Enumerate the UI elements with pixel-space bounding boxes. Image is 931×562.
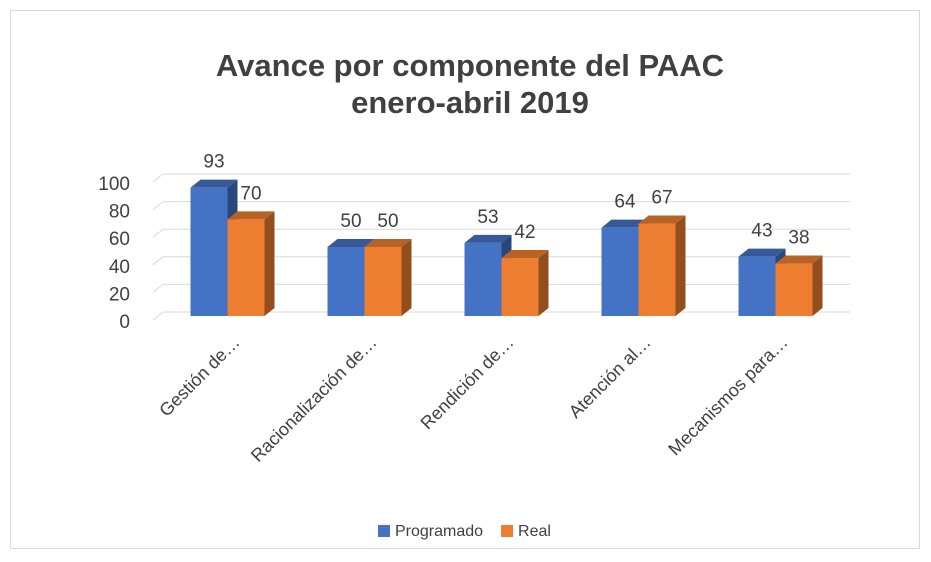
data-label: 50: [340, 211, 361, 232]
bar-front: [738, 256, 776, 316]
bar-top: [501, 250, 549, 259]
data-label: 67: [651, 188, 672, 209]
y-tick-label: 20: [109, 284, 130, 305]
y-tick-label: 80: [109, 202, 130, 223]
data-label: 38: [788, 228, 809, 249]
data-label: 50: [377, 211, 398, 232]
bar-front: [364, 247, 402, 316]
legend-label: Real: [518, 523, 551, 540]
y-tick-label: 100: [98, 174, 130, 195]
bar-side: [538, 250, 549, 316]
bar-front: [501, 258, 539, 316]
y-tick-label: 0: [119, 312, 130, 333]
data-label: 64: [614, 192, 636, 213]
bar: [227, 211, 275, 316]
chart-subtitle: enero-abril 2019: [351, 85, 589, 120]
bar-top: [327, 239, 375, 247]
bar-front: [775, 263, 813, 316]
bar-top: [364, 239, 412, 247]
legend-swatch: [378, 525, 390, 537]
data-label: 93: [203, 152, 224, 173]
data-label: 42: [514, 222, 535, 243]
bar-side: [812, 255, 823, 316]
legend-label: Programado: [395, 523, 483, 540]
y-tick-label: 40: [109, 257, 130, 278]
bar-top: [775, 255, 823, 264]
bar-front: [464, 242, 502, 316]
grid-line: [152, 173, 850, 183]
grid-line: [152, 201, 850, 210]
bar-front: [638, 223, 676, 316]
bar: [364, 239, 412, 316]
bar-side: [675, 215, 686, 316]
data-label: 70: [240, 183, 261, 204]
bar-front: [601, 227, 639, 316]
bar-side: [264, 211, 275, 316]
bar-top: [638, 215, 686, 224]
y-tick-label: 60: [109, 229, 130, 250]
bar: [775, 255, 823, 316]
data-label: 43: [751, 221, 772, 242]
chart-title: Avance por componente del PAAC: [216, 48, 724, 83]
legend-swatch: [501, 525, 514, 537]
bar-front: [190, 187, 228, 316]
bar-top: [227, 211, 275, 220]
bar-front: [227, 219, 265, 316]
bar-top: [738, 248, 786, 257]
bar-front: [327, 247, 365, 316]
bar-top: [190, 179, 238, 188]
bar-top: [464, 234, 512, 243]
bar: [638, 215, 686, 316]
bar-top: [601, 219, 649, 228]
data-label: 53: [477, 207, 498, 228]
bar: [501, 250, 549, 316]
bar-side: [401, 239, 412, 316]
